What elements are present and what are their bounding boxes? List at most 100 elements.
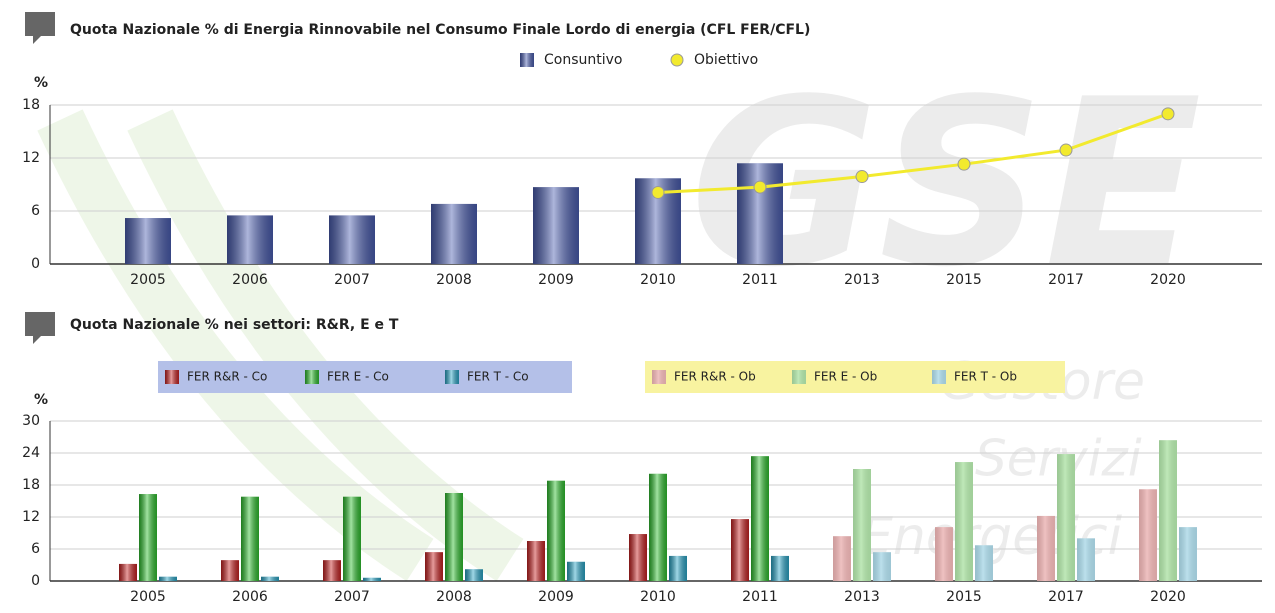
y-tick-label: 6 [31, 203, 40, 219]
bar-shine [975, 545, 993, 581]
y-tick-label: 18 [22, 97, 40, 113]
y-tick-label: 24 [22, 445, 40, 461]
bar-shine [669, 555, 687, 581]
point [651, 185, 665, 199]
bar-shine [853, 469, 871, 581]
x-tick-label: 2008 [436, 272, 472, 288]
x-tick-label: 2005 [130, 272, 166, 288]
x-tick-label: 2006 [232, 272, 268, 288]
bar-shine [1179, 527, 1197, 581]
x-tick-label: 2013 [844, 589, 880, 605]
bar-shine [227, 215, 273, 264]
bar-shine [343, 496, 361, 581]
bar-shine [465, 569, 483, 581]
point [1059, 143, 1073, 157]
x-tick-label: 2009 [538, 272, 574, 288]
x-tick-label: 2006 [232, 589, 268, 605]
x-tick-label: 2017 [1048, 272, 1084, 288]
point [855, 170, 869, 184]
bar-shine [445, 493, 463, 581]
legend-label: Consuntivo [544, 52, 622, 68]
x-tick-label: 2020 [1150, 272, 1186, 288]
bar-shine [771, 555, 789, 581]
legend-label: FER T - Ob [954, 370, 1017, 384]
x-tick-label: 2015 [946, 272, 982, 288]
bar-shine [833, 536, 851, 581]
x-tick-label: 2020 [1150, 589, 1186, 605]
x-tick-label: 2011 [742, 272, 778, 288]
point [957, 157, 971, 171]
legend-label: FER R&R - Ob [674, 370, 756, 384]
point [753, 180, 767, 194]
legend-box [645, 361, 1065, 393]
x-tick-label: 2007 [334, 589, 370, 605]
bar-shine [547, 480, 565, 581]
y-tick-label: 6 [31, 541, 40, 557]
x-tick-label: 2005 [130, 589, 166, 605]
bar-shine [425, 552, 443, 581]
legend-box [158, 361, 572, 393]
y-axis-label: % [34, 392, 48, 408]
bar-shine [125, 218, 171, 264]
bar-shine [1037, 515, 1055, 581]
bar-shine [935, 527, 953, 581]
bar-shine [363, 577, 381, 581]
y-tick-label: 12 [22, 509, 40, 525]
bar-shine [1057, 454, 1075, 581]
legend-label: FER E - Ob [814, 370, 877, 384]
legend-label: FER T - Co [467, 370, 529, 384]
bar-shine [731, 519, 749, 581]
bar-shine [159, 576, 177, 581]
x-tick-label: 2010 [640, 272, 676, 288]
x-tick-label: 2015 [946, 589, 982, 605]
x-tick-label: 2017 [1048, 589, 1084, 605]
bar-shine [629, 534, 647, 581]
x-tick-label: 2013 [844, 272, 880, 288]
bar-shine [1077, 538, 1095, 581]
y-tick-label: 0 [31, 256, 40, 272]
x-tick-label: 2009 [538, 589, 574, 605]
legend-swatch-shine [932, 370, 946, 384]
bar-shine [533, 187, 579, 264]
bar-shine [649, 473, 667, 581]
line [657, 112, 1169, 194]
bar-shine [329, 215, 375, 264]
x-tick-label: 2008 [436, 589, 472, 605]
bar-shine [323, 560, 341, 581]
bar-shine [139, 494, 157, 581]
legend-swatch-shine [792, 370, 806, 384]
legend-label: FER R&R - Co [187, 370, 267, 384]
x-tick-label: 2010 [640, 589, 676, 605]
legend-swatch-shine [520, 53, 534, 67]
y-tick-label: 12 [22, 150, 40, 166]
watermark: GSE Gestore Servizi Energetici [37, 51, 1202, 582]
bar-shine [431, 203, 477, 264]
bar-shine [1139, 489, 1157, 581]
x-tick-label: 2007 [334, 272, 370, 288]
x-tick-label: 2011 [742, 589, 778, 605]
bar-shine [567, 561, 585, 581]
legend-swatch-shine [165, 370, 179, 384]
bar-shine [737, 163, 783, 264]
y-axis-label: % [34, 75, 48, 91]
watermark-arc [37, 109, 434, 582]
chart-title: Quota Nazionale % nei settori: R&R, E e … [70, 317, 399, 333]
title-icon [25, 12, 55, 44]
bar-shine [241, 496, 259, 581]
chart-title: Quota Nazionale % di Energia Rinnovabile… [70, 22, 810, 38]
bar-shine [873, 552, 891, 581]
bar-shine [955, 462, 973, 581]
bar-shine [751, 456, 769, 581]
bar-shine [527, 541, 545, 581]
legend-swatch [670, 53, 684, 67]
bar-shine [261, 576, 279, 581]
legend-label: FER E - Co [327, 370, 389, 384]
legend-swatch-shine [652, 370, 666, 384]
y-tick-label: 0 [31, 573, 40, 589]
title-icon [25, 312, 55, 344]
legend-label: Obiettivo [694, 52, 758, 68]
legend-swatch-shine [305, 370, 319, 384]
legend-swatch-shine [445, 370, 459, 384]
y-tick-label: 18 [22, 477, 40, 493]
